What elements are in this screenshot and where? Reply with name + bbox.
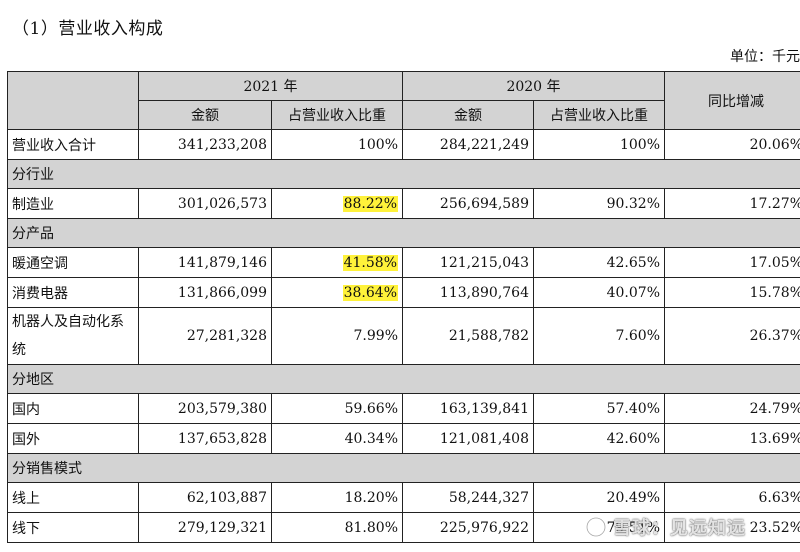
section-row: 分地区 [7, 364, 800, 394]
highlighted-value: 38.64% [342, 284, 398, 301]
header-yoy: 同比增减 [664, 71, 800, 130]
amount-2020: 163,139,841 [402, 393, 534, 424]
table-row: 暖通空调 141,879,146 41.58% 121,215,043 42.6… [7, 247, 800, 278]
yoy-change: 23.52% [664, 512, 800, 543]
share-2021: 38.64% [271, 277, 403, 308]
share-2021: 18.20% [271, 482, 403, 513]
share-2020: 100% [533, 129, 665, 160]
section-product: 分产品 [7, 218, 800, 248]
share-2020: 40.07% [533, 277, 665, 308]
section-title: （1）营业收入构成 [12, 19, 164, 39]
share-2021: 7.99% [271, 307, 403, 365]
section-industry: 分行业 [7, 159, 800, 189]
section-row: 分行业 [7, 159, 800, 189]
unit-label: 单位：千元 [730, 49, 800, 65]
share-2020: 90.32% [533, 188, 665, 219]
section-row: 分销售模式 [7, 453, 800, 483]
section-row: 分产品 [7, 218, 800, 248]
header-2020: 2020 年 [402, 71, 665, 101]
yoy-change: 6.63% [664, 482, 800, 513]
revenue-table: 2021 年 2020 年 同比增减 金额 占营业收入比重 金额 占营业收入比重… [7, 71, 800, 543]
amount-2020: 113,890,764 [402, 277, 534, 308]
table-row: 国内 203,579,380 59.66% 163,139,841 57.40%… [7, 393, 800, 424]
share-2020: 20.49% [533, 482, 665, 513]
header-2021: 2021 年 [138, 71, 403, 101]
amount-2021: 27,281,328 [138, 307, 272, 365]
share-2020: 42.65% [533, 247, 665, 278]
amount-2020: 21,588,782 [402, 307, 534, 365]
header-amount-2021: 金额 [138, 100, 272, 130]
header-amount-2020: 金额 [402, 100, 534, 130]
snowball-logo-icon [585, 516, 607, 538]
amount-2020: 225,976,922 [402, 512, 534, 543]
amount-2020: 121,215,043 [402, 247, 534, 278]
row-label: 国外 [7, 423, 139, 454]
row-label: 线下 [7, 512, 139, 543]
amount-2021: 137,653,828 [138, 423, 272, 454]
yoy-change: 15.78% [664, 277, 800, 308]
amount-2021: 203,579,380 [138, 393, 272, 424]
share-2020: 42.60% [533, 423, 665, 454]
share-2021: 88.22% [271, 188, 403, 219]
amount-2021: 279,129,321 [138, 512, 272, 543]
share-2021: 40.34% [271, 423, 403, 454]
table-row: 线上 62,103,887 18.20% 58,244,327 20.49% 6… [7, 482, 800, 513]
header-share-2021: 占营业收入比重 [271, 100, 403, 130]
yoy-change: 13.69% [664, 423, 800, 454]
highlighted-value: 41.58% [342, 254, 398, 271]
table-row: 线下 279,129,321 81.80% 225,976,922 79.51%… [7, 512, 800, 543]
amount-2021: 301,026,573 [138, 188, 272, 219]
amount-2020: 121,081,408 [402, 423, 534, 454]
amount-2021: 141,879,146 [138, 247, 272, 278]
share-2021: 59.66% [271, 393, 403, 424]
corner-cell [7, 71, 139, 130]
table-row: 机器人及自动化系统 27,281,328 7.99% 21,588,782 7.… [7, 307, 800, 365]
amount-2021: 131,866,099 [138, 277, 272, 308]
share-2021: 81.80% [271, 512, 403, 543]
share-2020: 7.60% [533, 307, 665, 365]
watermark-text: 雪球：见远知远 [613, 518, 746, 539]
share-2020: 79.51% [533, 512, 665, 543]
header-row-years: 2021 年 2020 年 同比增减 [7, 71, 800, 130]
row-label: 国内 [7, 393, 139, 424]
share-2021: 41.58% [271, 247, 403, 278]
table-row: 制造业 301,026,573 88.22% 256,694,589 90.32… [7, 188, 800, 219]
yoy-change: 17.27% [664, 188, 800, 219]
table-row: 国外 137,653,828 40.34% 121,081,408 42.60%… [7, 423, 800, 454]
amount-2020: 284,221,249 [402, 129, 534, 160]
share-2020: 57.40% [533, 393, 665, 424]
amount-2021: 62,103,887 [138, 482, 272, 513]
amount-2020: 256,694,589 [402, 188, 534, 219]
row-label: 消费电器 [7, 277, 139, 308]
table-row: 营业收入合计 341,233,208 100% 284,221,249 100%… [7, 129, 800, 160]
header-row-metrics: 金额 占营业收入比重 金额 占营业收入比重 [8, 100, 800, 130]
highlighted-value: 88.22% [342, 195, 398, 212]
amount-2020: 58,244,327 [402, 482, 534, 513]
amount-2021: 341,233,208 [138, 129, 272, 160]
table-row: 消费电器 131,866,099 38.64% 113,890,764 40.0… [7, 277, 800, 308]
row-label: 线上 [7, 482, 139, 513]
header-share-2020: 占营业收入比重 [533, 100, 665, 130]
row-label: 暖通空调 [7, 247, 139, 278]
yoy-change: 20.06% [664, 129, 800, 160]
section-region: 分地区 [7, 364, 800, 394]
watermark: 雪球：见远知远 [585, 514, 746, 540]
share-2021: 100% [271, 129, 403, 160]
yoy-change: 17.05% [664, 247, 800, 278]
row-label: 机器人及自动化系统 [7, 307, 139, 365]
section-sales-mode: 分销售模式 [7, 453, 800, 483]
row-label: 制造业 [7, 188, 139, 219]
yoy-change: 24.79% [664, 393, 800, 424]
row-label: 营业收入合计 [7, 129, 139, 160]
yoy-change: 26.37% [664, 307, 800, 365]
